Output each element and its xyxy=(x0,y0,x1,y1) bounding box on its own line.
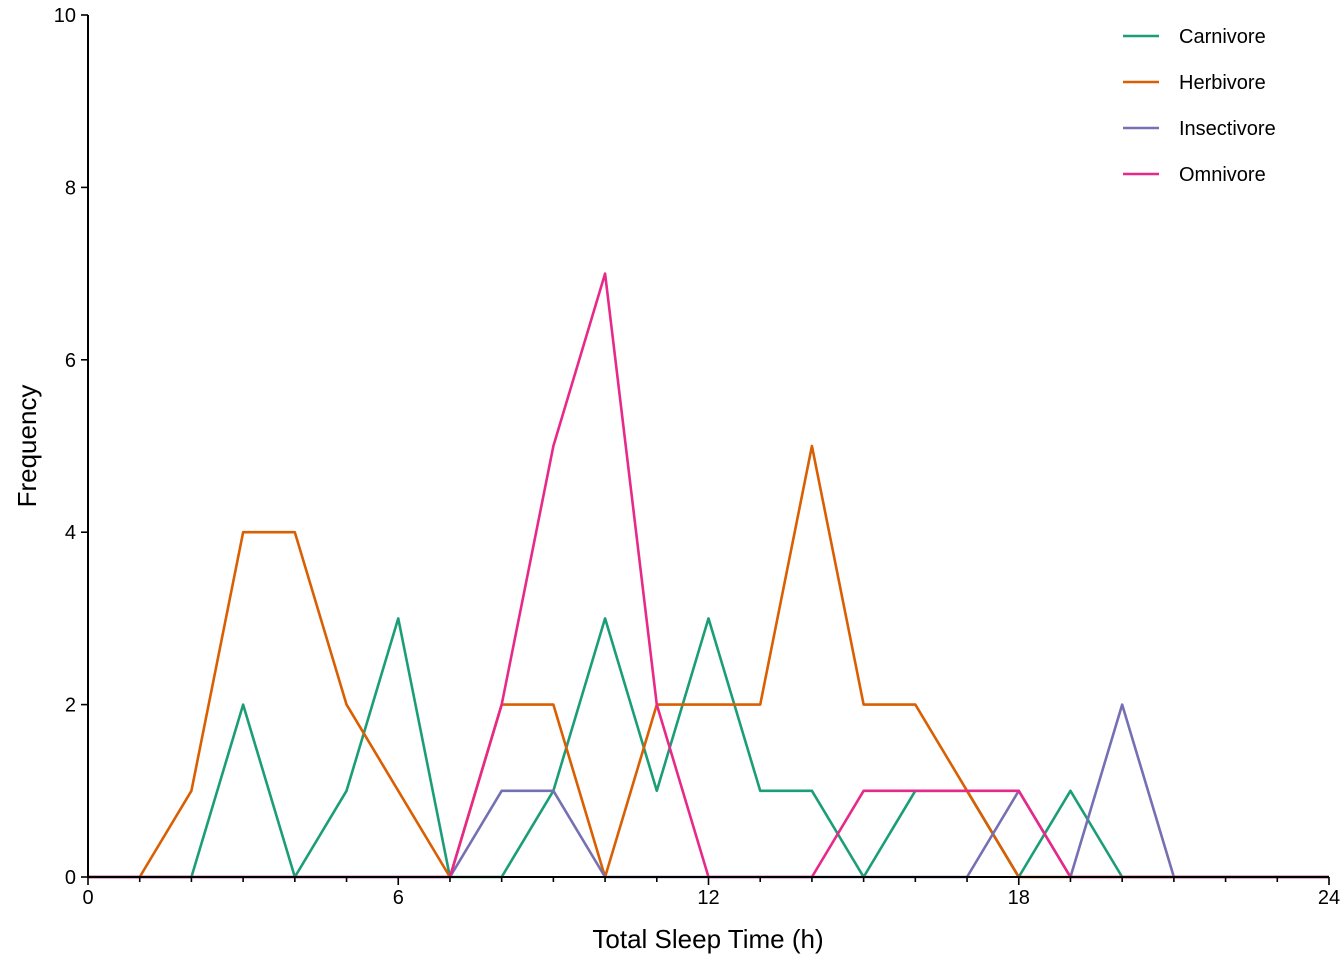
x-axis-title: Total Sleep Time (h) xyxy=(592,924,823,954)
axes-layer xyxy=(87,15,1329,878)
legend: Carnivore Herbivore Insectivore Omnivore xyxy=(1123,26,1276,186)
y-tick-label: 4 xyxy=(65,522,76,544)
series-layer xyxy=(88,272,1329,879)
legend-label-insectivore: Insectivore xyxy=(1179,118,1276,140)
legend-label-carnivore: Carnivore xyxy=(1179,26,1266,48)
legend-label-omnivore: Omnivore xyxy=(1179,164,1266,186)
x-tick-label: 0 xyxy=(82,887,93,909)
x-tick-label: 24 xyxy=(1318,887,1340,909)
x-tick-label: 6 xyxy=(393,887,404,909)
y-tick-label: 2 xyxy=(65,695,76,717)
y-tick-label: 8 xyxy=(65,177,76,199)
x-tick-label: 12 xyxy=(697,887,719,909)
series-line-carnivore xyxy=(88,617,1329,879)
y-tick-label: 6 xyxy=(65,350,76,372)
series-line-omnivore xyxy=(88,272,1329,879)
x-tick-label: 18 xyxy=(1008,887,1030,909)
legend-label-herbivore: Herbivore xyxy=(1179,72,1266,94)
y-tick-label: 0 xyxy=(65,867,76,889)
y-axis-title: Frequency xyxy=(12,385,42,508)
y-tick-label: 10 xyxy=(54,5,76,27)
series-line-insectivore xyxy=(88,703,1329,879)
